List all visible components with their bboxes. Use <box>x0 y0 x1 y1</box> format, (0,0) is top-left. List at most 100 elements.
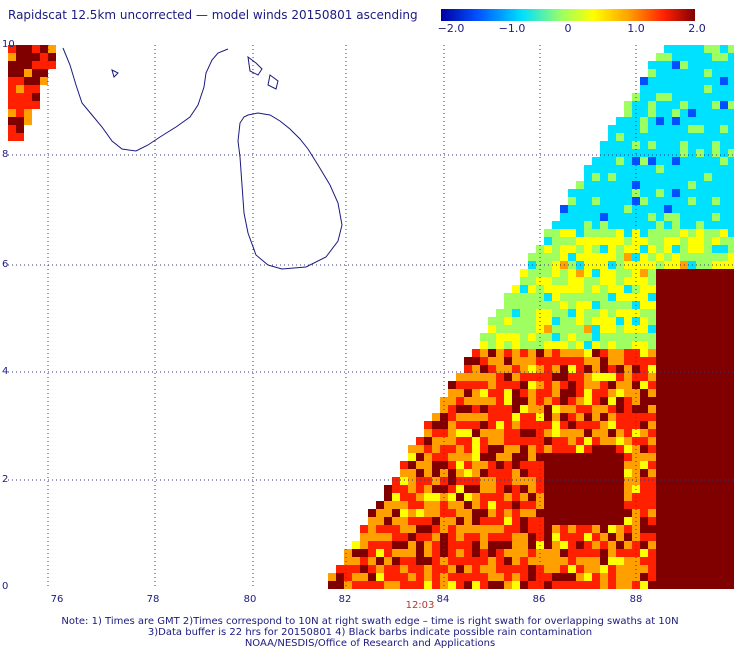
heatmap-cell <box>392 541 400 549</box>
heatmap-cell <box>680 269 688 277</box>
heatmap-cell <box>600 549 608 557</box>
heatmap-cell <box>568 437 576 445</box>
heatmap-cell <box>512 573 520 581</box>
heatmap-cell <box>688 245 696 253</box>
heatmap-cell <box>544 277 552 285</box>
heatmap-cell <box>544 381 552 389</box>
heatmap-cell <box>712 533 720 541</box>
heatmap-cell <box>664 509 672 517</box>
heatmap-cell <box>608 421 616 429</box>
heatmap-cell <box>432 581 440 589</box>
heatmap-cell <box>592 309 600 317</box>
heatmap-cell <box>616 165 624 173</box>
heatmap-cell <box>664 453 672 461</box>
heatmap-cell <box>648 533 656 541</box>
heatmap-cell <box>656 373 664 381</box>
heatmap-cell <box>616 149 624 157</box>
heatmap-cell <box>720 69 728 77</box>
heatmap-cell <box>488 493 496 501</box>
heatmap-cell <box>16 93 24 101</box>
heatmap-cell <box>576 381 584 389</box>
heatmap-cell <box>560 333 568 341</box>
heatmap-cell <box>616 373 624 381</box>
heatmap-cell <box>584 461 592 469</box>
heatmap-cell <box>592 469 600 477</box>
heatmap-cell <box>648 109 656 117</box>
heatmap-cell <box>552 365 560 373</box>
heatmap-cell <box>576 453 584 461</box>
heatmap-cell <box>424 533 432 541</box>
heatmap-cell <box>496 397 504 405</box>
heatmap-cell <box>576 573 584 581</box>
heatmap-cell <box>704 493 712 501</box>
heatmap-cell <box>464 485 472 493</box>
heatmap-cell <box>528 509 536 517</box>
heatmap-cell <box>560 373 568 381</box>
heatmap-cell <box>512 397 520 405</box>
heatmap-cell <box>720 293 728 301</box>
heatmap-cell <box>552 357 560 365</box>
heatmap-cell <box>616 253 624 261</box>
heatmap-cell <box>400 501 408 509</box>
heatmap-cell <box>416 533 424 541</box>
heatmap-cell <box>696 61 704 69</box>
heatmap-cell <box>568 445 576 453</box>
heatmap-cell <box>712 93 720 101</box>
heatmap-cell <box>688 493 696 501</box>
heatmap-cell <box>416 453 424 461</box>
heatmap-cell <box>664 61 672 69</box>
heatmap-cell <box>624 309 632 317</box>
heatmap-cell <box>712 149 720 157</box>
heatmap-cell <box>592 445 600 453</box>
heatmap-cell <box>464 469 472 477</box>
heatmap-cell <box>488 317 496 325</box>
heatmap-cell <box>696 469 704 477</box>
heatmap-cell <box>576 541 584 549</box>
heatmap-cell <box>488 421 496 429</box>
heatmap-cell <box>472 581 480 589</box>
heatmap-cell <box>464 389 472 397</box>
heatmap-cell <box>520 325 528 333</box>
heatmap-cell <box>464 461 472 469</box>
heatmap-cell <box>664 317 672 325</box>
heatmap-cell <box>560 365 568 373</box>
heatmap-cell <box>720 573 728 581</box>
heatmap-cell <box>688 445 696 453</box>
heatmap-cell <box>552 517 560 525</box>
heatmap-cell <box>560 565 568 573</box>
heatmap-cell <box>688 277 696 285</box>
heatmap-cell <box>544 357 552 365</box>
heatmap-cell <box>400 485 408 493</box>
heatmap-cell <box>688 173 696 181</box>
heatmap-cell <box>472 405 480 413</box>
heatmap-cell <box>688 533 696 541</box>
heatmap-cell <box>552 437 560 445</box>
heatmap-cell <box>672 493 680 501</box>
heatmap-cell <box>592 501 600 509</box>
heatmap-cell <box>360 525 368 533</box>
heatmap-cell <box>520 445 528 453</box>
heatmap-cell <box>712 189 720 197</box>
heatmap-cell <box>624 477 632 485</box>
heatmap-cell <box>648 549 656 557</box>
heatmap-cell <box>520 317 528 325</box>
heatmap-cell <box>560 557 568 565</box>
heatmap-cell <box>568 325 576 333</box>
heatmap-cell <box>672 53 680 61</box>
heatmap-cell <box>368 565 376 573</box>
heatmap-cell <box>656 61 664 69</box>
heatmap-cell <box>568 557 576 565</box>
heatmap-cell <box>568 429 576 437</box>
heatmap-cell <box>704 565 712 573</box>
heatmap-cell <box>608 229 616 237</box>
heatmap-cell <box>456 413 464 421</box>
heatmap-cell <box>616 213 624 221</box>
heatmap-cell <box>24 85 32 93</box>
heatmap-cell <box>672 213 680 221</box>
heatmap-cell <box>704 453 712 461</box>
heatmap-cell <box>696 405 704 413</box>
heatmap-cell <box>416 461 424 469</box>
heatmap-cell <box>712 421 720 429</box>
heatmap-cell <box>680 157 688 165</box>
heatmap-cell <box>688 413 696 421</box>
